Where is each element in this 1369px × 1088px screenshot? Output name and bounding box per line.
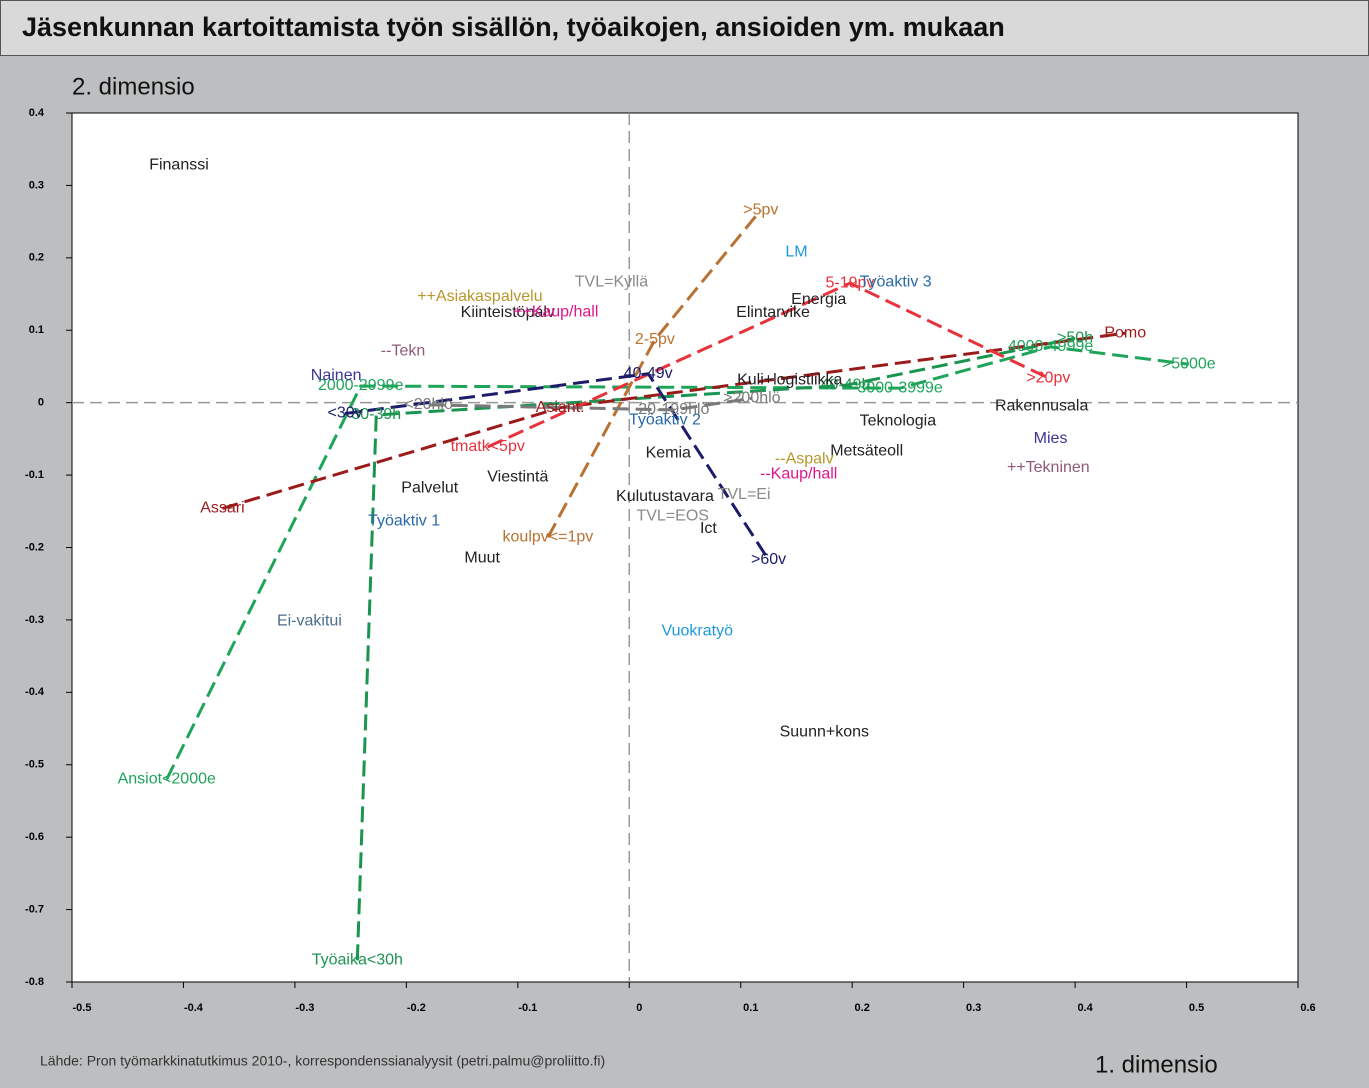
point-label: >50h xyxy=(1057,329,1093,346)
title-bar xyxy=(0,0,1369,56)
point-label: Kiinteistöpalv xyxy=(461,304,555,321)
x-tick-label: 0 xyxy=(636,1002,642,1014)
series-line xyxy=(344,372,770,561)
point-label: >5pv xyxy=(743,201,778,218)
x-tick-label: -0.1 xyxy=(518,1002,537,1014)
y-tick-label: -0.5 xyxy=(25,759,44,771)
point-label: Rakennusala xyxy=(995,398,1089,415)
y-tick-label: 0 xyxy=(38,397,44,409)
series-line xyxy=(165,345,1189,780)
point-label: --Tekn xyxy=(381,342,425,359)
point-label: 40-49v xyxy=(624,365,673,382)
x-tick-label: 0.3 xyxy=(966,1002,981,1014)
point-label: ++Asiakaspalvelu xyxy=(417,288,542,305)
point-label: TVL=Kyllä xyxy=(575,274,648,291)
point-label: 3000-3999e xyxy=(857,379,943,396)
point-label: LM xyxy=(785,243,807,260)
point-label: 5-19pv xyxy=(825,274,874,291)
point-label: Mies xyxy=(1034,430,1068,447)
point-label: >60v xyxy=(751,551,786,568)
point-label: Elintarvike xyxy=(736,304,810,321)
point-label: koulpv<=1pv xyxy=(503,529,594,546)
point-label: --Aspalv xyxy=(775,450,834,467)
point-label: Assari xyxy=(200,500,244,517)
point-label: <20hlö xyxy=(404,396,453,413)
point-label: ++Tekninen xyxy=(1007,459,1090,476)
point-label: 40-49h xyxy=(821,377,871,394)
point-label: TVL=Ei xyxy=(718,486,771,503)
x-tick-label: 0.2 xyxy=(855,1002,870,1014)
point-label: 20-199hlö xyxy=(638,401,709,418)
y-tick-label: -0.8 xyxy=(25,976,44,988)
point-label: >5000e xyxy=(1162,356,1216,373)
point-label: Asiant. xyxy=(536,399,585,416)
series-line xyxy=(546,209,762,539)
x-tick-label: 0.6 xyxy=(1300,1002,1315,1014)
point-label: Teknologia xyxy=(860,413,937,430)
y-tick-label: -0.2 xyxy=(25,541,44,553)
y-tick-label: -0.3 xyxy=(25,614,44,626)
point-label: ++Kaup/hall xyxy=(513,303,598,320)
x-tick-label: -0.5 xyxy=(73,1002,92,1014)
point-label: Ei-vakitui xyxy=(277,613,342,630)
y-tick-label: -0.7 xyxy=(25,903,44,915)
x-tick-label: 0.4 xyxy=(1077,1002,1093,1014)
y-tick-label: -0.6 xyxy=(25,831,44,843)
point-label: Kulutustavara xyxy=(616,488,714,505)
point-label: 2-5pv xyxy=(635,331,675,348)
point-label: <30v xyxy=(327,405,362,422)
point-label: Energia xyxy=(791,291,846,308)
point-label: Ansiot<2000e xyxy=(118,770,216,787)
point-label: Työaktiv 3 xyxy=(860,274,932,291)
y-tick-label: 0.2 xyxy=(29,252,44,264)
point-label: Palvelut xyxy=(401,479,458,496)
point-label: TVL=EOS xyxy=(636,508,708,525)
point-label: Nainen xyxy=(311,367,362,384)
chart-title: Jäsenkunnan kartoittamista työn sisällön… xyxy=(22,12,1005,42)
point-label: >200hlö xyxy=(723,390,780,407)
y-axis-label: 2. dimensio xyxy=(72,73,195,100)
y-tick-label: 0.4 xyxy=(29,107,45,119)
point-label: Kuli+logistiikka xyxy=(737,371,842,388)
point-label: Työaika<30h xyxy=(312,951,403,968)
x-tick-label: -0.4 xyxy=(184,1002,204,1014)
x-tick-label: -0.2 xyxy=(407,1002,426,1014)
source-note: Lähde: Pron työmarkkinatutkimus 2010-, k… xyxy=(40,1053,605,1069)
y-tick-label: 0.3 xyxy=(29,179,44,191)
point-label: Vuokratyö xyxy=(662,623,734,640)
plot-area xyxy=(71,112,1299,983)
x-tick-label: 0.1 xyxy=(743,1002,758,1014)
y-tick-label: -0.1 xyxy=(25,469,44,481)
point-label: 30-39h xyxy=(351,406,401,423)
y-tick-label: -0.4 xyxy=(25,686,45,698)
series-line xyxy=(222,331,1126,510)
point-label: Työaktiv 1 xyxy=(368,513,440,530)
x-axis-label: 1. dimensio xyxy=(1095,1051,1218,1078)
point-label: Viestintä xyxy=(487,468,548,485)
point-label: Ict xyxy=(700,520,717,537)
point-label: 4000-4999e xyxy=(1008,338,1094,355)
series-line xyxy=(355,336,1076,961)
series-line xyxy=(487,281,1049,449)
point-label: Suunn+kons xyxy=(780,723,869,740)
point-label: 2000-2999e xyxy=(318,377,404,394)
y-tick-label: 0.1 xyxy=(29,324,44,336)
x-tick-label: -0.3 xyxy=(295,1002,314,1014)
point-label: Pomo xyxy=(1104,324,1146,341)
point-label: --Kaup/hall xyxy=(760,466,837,483)
x-tick-label: 0.5 xyxy=(1189,1002,1204,1014)
point-label: Työaktiv 2 xyxy=(629,411,701,428)
series-line xyxy=(428,396,753,412)
point-label: Muut xyxy=(464,550,500,567)
point-label: >20pv xyxy=(1026,369,1070,386)
point-label: tmatk<5pv xyxy=(451,438,525,455)
point-label: Kemia xyxy=(646,445,691,462)
point-label: Metsäteoll xyxy=(830,442,903,459)
point-label: Finanssi xyxy=(149,156,209,173)
